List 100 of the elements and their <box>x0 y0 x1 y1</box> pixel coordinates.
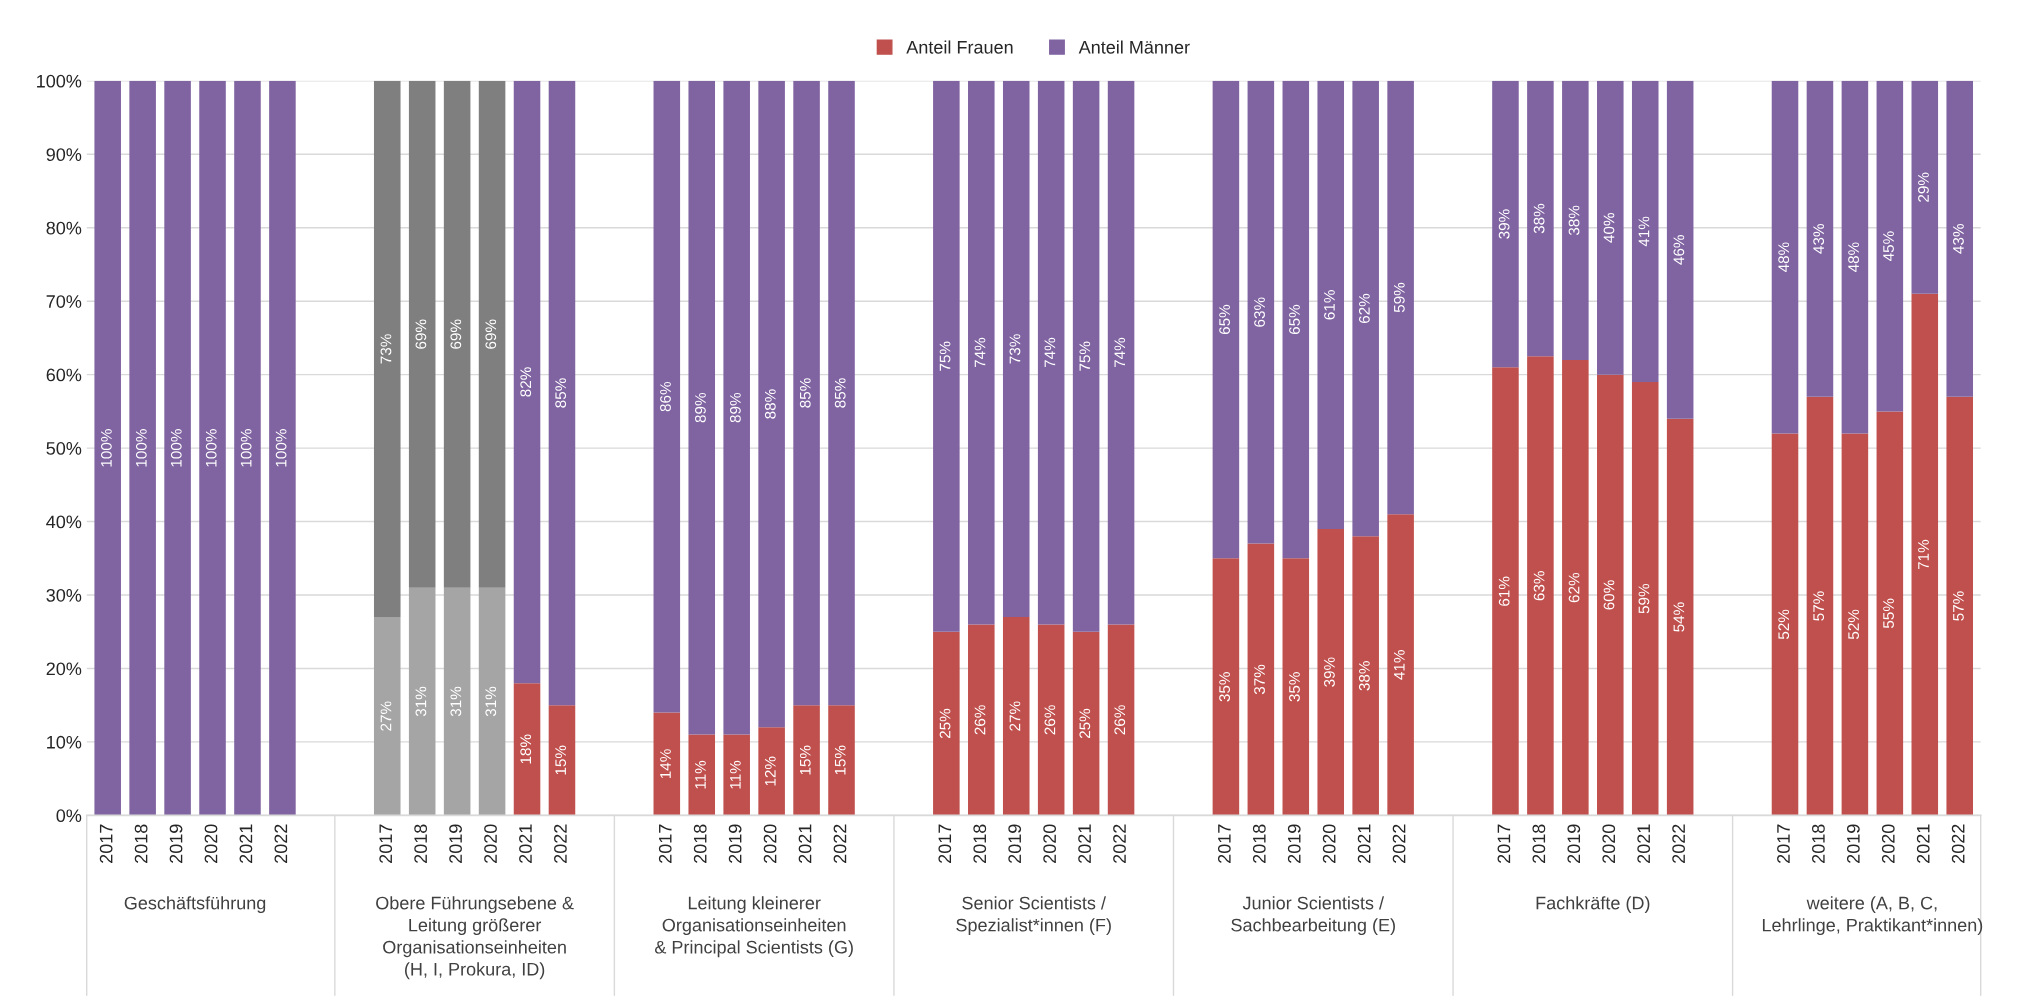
data-label: 31% <box>415 686 427 717</box>
data-label: 38% <box>1568 205 1580 236</box>
bar <box>1352 80 1379 537</box>
bar <box>828 80 855 706</box>
bar <box>1107 80 1135 625</box>
bar <box>1247 543 1275 816</box>
x-tick-label: 2020 <box>1881 824 1895 863</box>
legend-label: Anteil Frauen <box>906 40 1013 54</box>
x-tick-label: 2018 <box>134 824 148 863</box>
x-tick-label: 2020 <box>484 824 497 863</box>
data-label: 75% <box>939 341 951 371</box>
data-label: 74% <box>1044 337 1056 368</box>
data-label: 82% <box>520 367 532 397</box>
bar <box>1212 80 1240 559</box>
bar <box>723 80 750 735</box>
bar <box>513 683 541 816</box>
data-label: 18% <box>520 734 532 764</box>
bar <box>1771 433 1799 816</box>
data-label: 60% <box>1603 580 1615 610</box>
data-label: 73% <box>380 334 392 364</box>
bar <box>723 734 750 816</box>
bar <box>688 80 716 735</box>
data-label: 43% <box>1813 224 1825 254</box>
x-tick-label: 2022 <box>274 824 288 863</box>
bar <box>1562 80 1589 360</box>
data-label: 100% <box>275 429 287 467</box>
data-label: 54% <box>1673 602 1685 632</box>
text: Leitung kleinerer Organisationseinheiten & Principal Scientists (G) <box>654 896 853 958</box>
x-tick-label: 2018 <box>414 824 428 863</box>
bar <box>1282 80 1310 559</box>
bar <box>199 80 226 816</box>
bar <box>933 80 960 632</box>
x-tick-label: 2020 <box>1322 824 1336 863</box>
x-tick-label: 2019 <box>1846 824 1860 863</box>
x-tick-label: 2022 <box>1672 824 1686 863</box>
x-tick-label: 2017 <box>1497 824 1511 863</box>
bar <box>1562 359 1589 816</box>
x-tick-label: 2017 <box>938 824 952 863</box>
data-label: 15% <box>834 745 846 775</box>
x-tick-label: 2020 <box>204 824 218 863</box>
data-label: 25% <box>1079 708 1091 739</box>
bar <box>548 80 576 706</box>
data-label: 27% <box>380 701 392 731</box>
data-label: 100% <box>240 429 252 467</box>
bar <box>1317 528 1345 816</box>
data-label: 31% <box>485 686 497 717</box>
data-label: 57% <box>1953 591 1964 621</box>
y-tick-label: 0% <box>56 809 82 823</box>
bar <box>1492 367 1519 816</box>
x-tick-label: 2018 <box>973 824 987 863</box>
bar <box>1247 80 1275 544</box>
data-label: 52% <box>1848 609 1859 640</box>
bar <box>1666 418 1694 816</box>
bar <box>1876 411 1904 816</box>
bar <box>758 727 785 816</box>
data-label: 45% <box>1883 231 1894 262</box>
data-label: 69% <box>415 319 427 349</box>
bar <box>408 80 436 588</box>
y-tick-label: 50% <box>46 442 82 455</box>
bar <box>793 80 820 706</box>
x-tick-label: 2018 <box>693 824 707 863</box>
x-tick-label: 2021 <box>239 824 253 863</box>
data-label: 61% <box>1498 576 1510 606</box>
x-tick-label: 2017 <box>1217 824 1231 863</box>
data-label: 26% <box>1114 705 1126 735</box>
bar <box>828 705 855 816</box>
x-tick-label: 2022 <box>833 824 847 863</box>
data-label: 40% <box>1603 213 1615 243</box>
bar <box>478 587 506 816</box>
data-label: 52% <box>1778 609 1790 640</box>
bar <box>653 80 681 713</box>
bar <box>373 80 401 618</box>
bar <box>1352 536 1379 816</box>
data-label: 15% <box>799 745 811 775</box>
x-tick-label: 2021 <box>1637 824 1651 863</box>
bar <box>1771 80 1799 434</box>
data-label: 69% <box>450 319 462 349</box>
x-tick-label: 2019 <box>1008 824 1022 863</box>
text: weitere (A, B, C, Lehrlinge, Praktikant*innen) <box>1762 896 1983 936</box>
x-tick-label: 2020 <box>1043 824 1057 863</box>
data-label: 65% <box>1219 304 1231 335</box>
text: Geschäftsführung <box>124 896 266 913</box>
y-tick-label: 80% <box>46 221 82 235</box>
bar <box>968 624 995 816</box>
data-label: 86% <box>660 381 671 412</box>
x-tick-label: 2021 <box>1357 824 1371 863</box>
x-tick-label: 2021 <box>519 824 532 863</box>
bar <box>1002 617 1030 816</box>
data-label: 48% <box>1848 242 1859 273</box>
bar <box>1911 293 1939 816</box>
bar <box>933 631 960 816</box>
data-label: 62% <box>1358 293 1370 324</box>
x-tick-label: 2019 <box>1567 824 1581 863</box>
bar <box>793 705 820 816</box>
bar <box>1002 80 1030 618</box>
y-tick-label: 30% <box>46 588 82 602</box>
bar <box>1597 374 1624 816</box>
data-label: 11% <box>730 760 741 789</box>
x-tick-label: 2022 <box>1113 824 1126 863</box>
data-label: 85% <box>834 378 846 408</box>
